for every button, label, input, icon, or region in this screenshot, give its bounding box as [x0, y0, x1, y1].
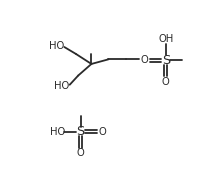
Text: O: O	[77, 148, 85, 158]
Text: HO: HO	[50, 127, 65, 137]
Text: HO: HO	[54, 81, 70, 91]
Text: O: O	[140, 55, 148, 65]
Text: O: O	[98, 127, 106, 137]
Text: O: O	[162, 77, 170, 87]
Text: S: S	[162, 54, 170, 67]
Text: S: S	[76, 125, 85, 138]
Text: HO: HO	[49, 41, 64, 51]
Text: OH: OH	[159, 33, 174, 44]
